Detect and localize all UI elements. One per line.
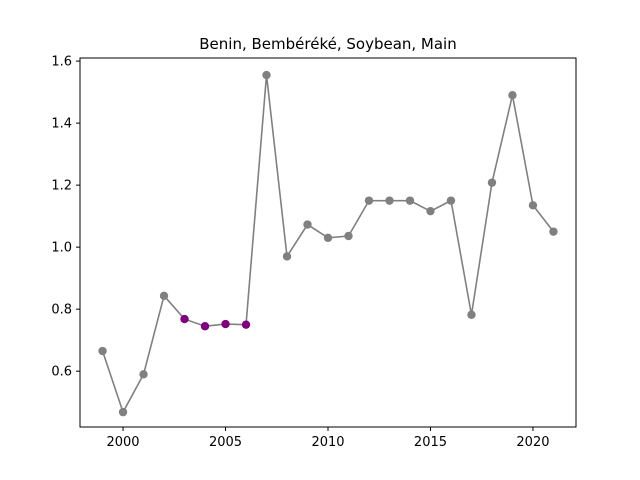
highlighted-data-point bbox=[180, 314, 189, 324]
y-axis: 0.6 0.8 1.0 1.2 1.4 1.6 bbox=[51, 55, 80, 380]
chart-title: Benin, Bembéréké, Soybean, Main bbox=[199, 35, 456, 53]
x-tick-label: 2010 bbox=[311, 435, 344, 450]
data-point bbox=[385, 196, 394, 205]
x-axis: 2000 2005 2010 2015 2020 bbox=[106, 427, 550, 450]
data-point bbox=[323, 233, 333, 243]
data-point bbox=[344, 231, 353, 241]
data-point bbox=[139, 370, 148, 379]
y-tick-label: 0.6 bbox=[51, 365, 72, 380]
x-tick-label: 2005 bbox=[209, 435, 242, 450]
data-point bbox=[262, 70, 271, 80]
x-tick-label: 2000 bbox=[106, 435, 139, 450]
x-tick-label: 2015 bbox=[414, 435, 447, 450]
series-points bbox=[98, 70, 558, 417]
y-tick-label: 0.8 bbox=[51, 303, 72, 318]
series-line bbox=[101, 74, 555, 415]
y-tick-label: 1.2 bbox=[51, 179, 72, 194]
data-point bbox=[487, 178, 497, 187]
y-tick-label: 1.6 bbox=[51, 55, 72, 70]
data-point bbox=[508, 91, 517, 100]
data-point bbox=[282, 252, 292, 261]
data-point bbox=[159, 291, 169, 301]
y-tick-label: 1.4 bbox=[51, 117, 72, 132]
series-lines bbox=[101, 74, 555, 415]
data-point bbox=[426, 206, 435, 216]
data-point bbox=[549, 227, 558, 236]
highlighted-data-point bbox=[241, 320, 251, 329]
highlighted-data-point bbox=[200, 322, 210, 331]
highlighted-data-point bbox=[221, 319, 230, 329]
y-tick-label: 1.0 bbox=[51, 241, 72, 256]
data-point bbox=[467, 310, 476, 319]
data-point bbox=[98, 346, 107, 356]
data-point bbox=[446, 196, 456, 205]
plot-frame bbox=[79, 57, 577, 428]
data-point bbox=[405, 196, 415, 205]
data-point bbox=[118, 407, 128, 417]
x-tick-label: 2020 bbox=[516, 435, 549, 450]
data-point bbox=[303, 220, 312, 229]
data-point bbox=[364, 196, 374, 205]
data-point bbox=[528, 201, 538, 210]
